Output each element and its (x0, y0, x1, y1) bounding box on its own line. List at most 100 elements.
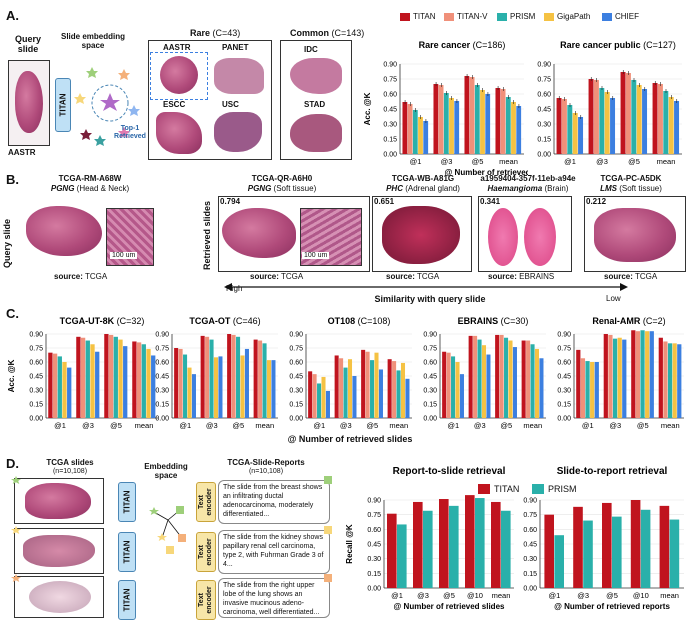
bar-prism (57, 356, 62, 418)
star-icon-dark (80, 129, 92, 140)
bar-titan (442, 351, 447, 418)
chart-report-to-slide: Report-to-slide retrieval 0.00 0.15 0.30 0.4… (345, 466, 514, 611)
y-tick-label: 0.90 (29, 332, 43, 339)
bar-chief (325, 390, 330, 418)
chart-title: EBRAINS (C=30) (458, 316, 529, 326)
panet-thumbnail (214, 58, 264, 94)
legend-label: PRISM (548, 484, 577, 494)
bar-titan (253, 339, 258, 418)
star-icon-green (11, 476, 21, 484)
bar-prism (567, 105, 573, 154)
bar-titan-v (473, 335, 478, 418)
bar-prism (396, 370, 401, 418)
chart-title: Rare cancer (C=186) (419, 40, 506, 50)
bar-prism (505, 97, 511, 154)
slide-thumbnail (14, 576, 104, 618)
bar-chief (352, 376, 357, 418)
x-tick-label: @3 (82, 421, 94, 430)
bar-chief (95, 351, 100, 418)
bar-prism (599, 88, 605, 154)
aastr-thumbnail (160, 56, 198, 94)
star-icon-yellow (74, 93, 86, 104)
bar-gigapath (572, 113, 578, 154)
bar-titan (495, 88, 501, 154)
y-tick-label: 0.90 (523, 498, 537, 505)
rare-item-label: PANET (222, 43, 249, 52)
legend-swatch-prism (497, 13, 507, 21)
bar-prism (554, 535, 564, 588)
bar-titan (439, 499, 449, 588)
y-tick-label: 0.60 (383, 92, 397, 99)
common-item-label: STAD (304, 100, 326, 109)
bar-gigapath (418, 117, 423, 154)
y-tick-label: 0.00 (367, 586, 381, 593)
similarity-label: Similarity with query slide (374, 294, 486, 304)
legend-swatch-gigapath (544, 13, 554, 21)
x-tick-label: @10 (467, 591, 483, 600)
y-tick-label: 0.00 (537, 152, 551, 159)
legend-label: PRISM (510, 12, 536, 21)
bar-prism (640, 330, 645, 418)
rare-item-label: USC (222, 100, 239, 109)
embedding-space-title: Slide embedding space (60, 32, 125, 50)
slide-source: source: TCGA (250, 272, 304, 281)
slide-id: TCGA-PC-A5DK (600, 174, 662, 183)
chart-title: Renal-AMR (C=2) (592, 316, 665, 326)
panel-label-a: A. (6, 8, 19, 23)
bar-prism (343, 367, 348, 418)
bar-prism (141, 344, 146, 418)
bar-titan (387, 513, 397, 588)
report-marker-yellow (324, 526, 332, 534)
y-tick-label: 0.00 (29, 416, 43, 423)
slide-diagnosis: PGNG (Head & Neck) (50, 184, 130, 193)
embedding-space-diagram (74, 67, 140, 146)
legend-swatch-chief (602, 13, 612, 21)
query-tissue-image (15, 71, 43, 133)
star-icon-yellow (11, 526, 21, 534)
x-tick-label: @5 (637, 421, 649, 430)
usc-thumbnail (214, 112, 262, 152)
y-axis-label: Acc. @K (363, 92, 372, 125)
report-square-orange (178, 534, 186, 542)
scale-bar-label: 100 um (110, 252, 138, 259)
x-tick-label: @3 (596, 157, 608, 166)
x-tick-label: @3 (441, 157, 453, 166)
y-tick-label: 0.30 (29, 388, 43, 395)
slide-source: source: TCGA (386, 272, 440, 281)
query-slide-axis-label: Query slide (2, 218, 12, 268)
legend-swatch-titan (400, 13, 410, 21)
chart-title-count: (C=2) (643, 316, 666, 326)
bar-prism (583, 520, 593, 588)
x-tick-label: @1 (549, 591, 561, 600)
bar-titan (413, 501, 423, 588)
scale-bar-label: 100 um (302, 252, 330, 259)
y-tick-label: 0.30 (367, 556, 381, 563)
x-tick-label: mean (657, 157, 676, 166)
retrieved-slide-frame (218, 196, 370, 272)
x-tick-label: @5 (472, 157, 484, 166)
bar-prism (449, 505, 459, 588)
x-tick-label: @1 (313, 421, 325, 430)
bar-titan-v (136, 342, 142, 418)
bar-titan (652, 83, 658, 154)
bar-chief (459, 374, 464, 418)
x-tick-label: @5 (628, 157, 640, 166)
bar-prism (530, 344, 535, 418)
query-tissue (26, 206, 102, 256)
star-icon-green (86, 67, 98, 78)
bar-titan (227, 334, 232, 418)
y-tick-label: 0.60 (523, 527, 537, 534)
x-tick-label: @5 (500, 421, 512, 430)
y-tick-label: 0.60 (29, 360, 43, 367)
slide-source: source: EBRAINS (488, 272, 555, 281)
chart-title-count: (C=186) (473, 40, 506, 50)
y-tick-label: 0.15 (367, 571, 381, 578)
reports-title: TCGA-Slide-Reports (227, 458, 305, 467)
bar-prism (667, 343, 673, 418)
top1-highlight-box (150, 52, 208, 100)
bar-prism (631, 80, 637, 154)
x-tick-label: @1 (582, 421, 594, 430)
rare-item-label: ESCC (163, 100, 186, 109)
retrieved-slide-frame (584, 196, 686, 272)
bar-titan-v (657, 84, 663, 154)
